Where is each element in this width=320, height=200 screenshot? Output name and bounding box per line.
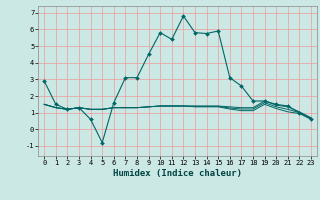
X-axis label: Humidex (Indice chaleur): Humidex (Indice chaleur): [113, 169, 242, 178]
